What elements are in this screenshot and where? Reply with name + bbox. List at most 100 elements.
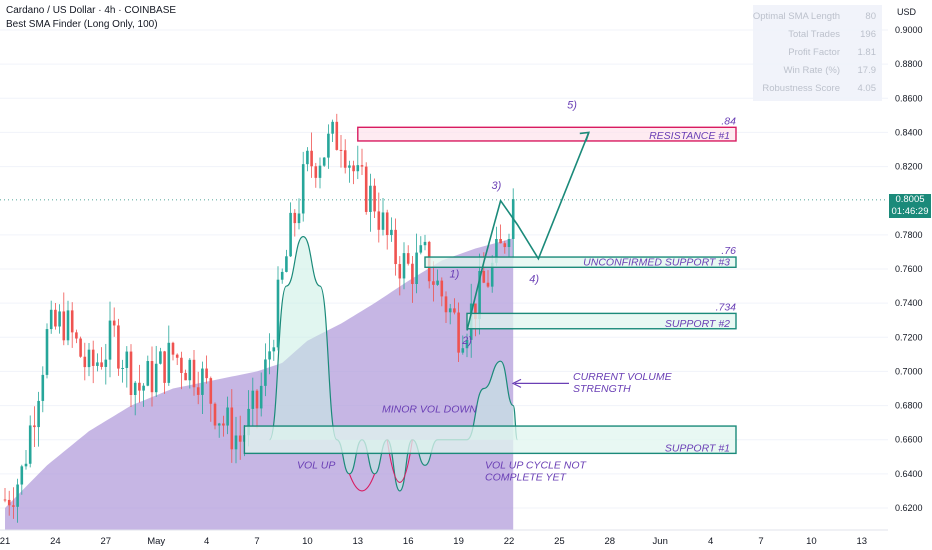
candle-body: [7, 499, 11, 506]
level-box-support1: [243, 425, 737, 455]
annotation-minor-vol-down: MINOR VOL DOWN: [382, 403, 477, 415]
candle-body: [343, 150, 347, 168]
price-axis[interactable]: [888, 0, 932, 550]
candle-body: [280, 271, 284, 280]
candle-body: [339, 149, 343, 151]
candle-body: [486, 282, 490, 287]
stats-row: Total Trades 196: [753, 26, 882, 44]
candle-body: [293, 212, 297, 224]
stats-row: Profit Factor 1.81: [753, 44, 882, 62]
price-tick-label: 0.7200: [895, 332, 923, 342]
stats-label: Optimal SMA Length: [752, 11, 840, 22]
candle-body: [100, 362, 103, 367]
candle-body: [238, 435, 242, 442]
candle-body: [251, 390, 255, 409]
candle-body: [154, 363, 158, 393]
candle-body: [322, 157, 326, 166]
bar-countdown: 01:46:29: [891, 206, 929, 217]
candle-body: [96, 362, 99, 366]
candle-body: [301, 164, 305, 214]
price-tick-label: 0.7400: [895, 298, 923, 308]
candle-body: [360, 165, 364, 167]
stats-label: Win Rate (%): [783, 65, 840, 76]
stats-value: 80: [865, 11, 876, 22]
time-tick-label: Jun: [653, 536, 668, 547]
time-tick-label: 4: [204, 536, 209, 547]
candle-body: [41, 374, 45, 401]
stats-label: Total Trades: [788, 29, 840, 40]
candle-body: [373, 185, 376, 212]
time-tick-label: 4: [708, 536, 713, 547]
wave-label: 4): [529, 274, 539, 286]
candle-body: [440, 280, 444, 297]
wave-label: 1): [450, 269, 460, 281]
wave-label: 5): [567, 100, 577, 112]
candle-body: [108, 320, 112, 360]
candle-body: [205, 368, 208, 379]
annotation-vol-up-cycle-line2: COMPLETE YET: [485, 472, 567, 484]
candle-body: [234, 435, 238, 450]
stats-value: 17.9: [857, 65, 877, 76]
candle-body: [117, 325, 120, 369]
projection-path: [466, 132, 590, 331]
candle-body: [112, 320, 116, 326]
time-tick-label: 10: [806, 536, 817, 547]
candle-body: [495, 239, 498, 263]
candle-body: [12, 505, 15, 507]
projection-arrowhead: [579, 131, 590, 142]
candle-body: [289, 212, 292, 257]
candle-body: [70, 310, 74, 333]
stats-label: Robustness Score: [762, 83, 840, 94]
candle-body: [297, 213, 301, 224]
candle-body: [314, 166, 318, 178]
candle-body: [213, 403, 217, 426]
candle-body: [58, 311, 61, 327]
candle-body: [87, 349, 91, 368]
current-price-tag: 0.8005 01:46:29: [889, 194, 931, 218]
candle-body: [411, 263, 414, 285]
candle-body: [62, 311, 66, 341]
level-label-support2: SUPPORT #2: [665, 318, 730, 330]
annotation-volume-strength-line2: STRENGTH: [573, 383, 631, 395]
candle-body: [54, 309, 57, 327]
time-tick-label: 24: [50, 536, 61, 547]
candle-body: [453, 308, 456, 313]
level-box-support2: [466, 312, 737, 330]
chart-title: Cardano / US Dollar · 4h · COINBASE: [6, 5, 177, 16]
candle-body: [66, 310, 70, 341]
candle-body: [272, 347, 276, 352]
candle-body: [226, 407, 229, 426]
candle-body: [180, 357, 183, 373]
candle-body: [49, 309, 53, 330]
candle-body: [369, 185, 372, 212]
candle-body: [188, 359, 192, 381]
wave-label: 2): [461, 335, 472, 347]
sma-area: [5, 238, 514, 530]
candle-body: [171, 342, 175, 355]
candle-body: [406, 253, 410, 264]
candle-body: [377, 211, 381, 230]
candle-body: [33, 425, 36, 428]
candle-body: [448, 308, 452, 313]
candle-body: [335, 121, 339, 150]
candle-body: [327, 133, 330, 158]
current-price: 0.8005: [895, 194, 925, 205]
candle-body: [201, 368, 204, 395]
candle-body: [167, 342, 171, 383]
time-tick-label: 25: [554, 536, 565, 547]
candle-body: [146, 361, 150, 386]
indicator-title: Best SMA Finder (Long Only, 100): [6, 19, 158, 30]
candle-body: [457, 312, 460, 353]
candle-body: [415, 252, 418, 285]
price-tick-label: 0.8400: [895, 127, 923, 137]
stats-row: Optimal SMA Length 80: [753, 8, 882, 26]
stats-table: Optimal SMA Length 80 Total Trades 196 P…: [753, 5, 882, 101]
candle-body: [490, 262, 494, 287]
candle-body: [45, 329, 49, 375]
time-tick-label: 22: [504, 536, 515, 547]
time-tick-label: 27: [101, 536, 112, 547]
candle-body: [348, 165, 351, 168]
candle-body: [133, 382, 137, 395]
